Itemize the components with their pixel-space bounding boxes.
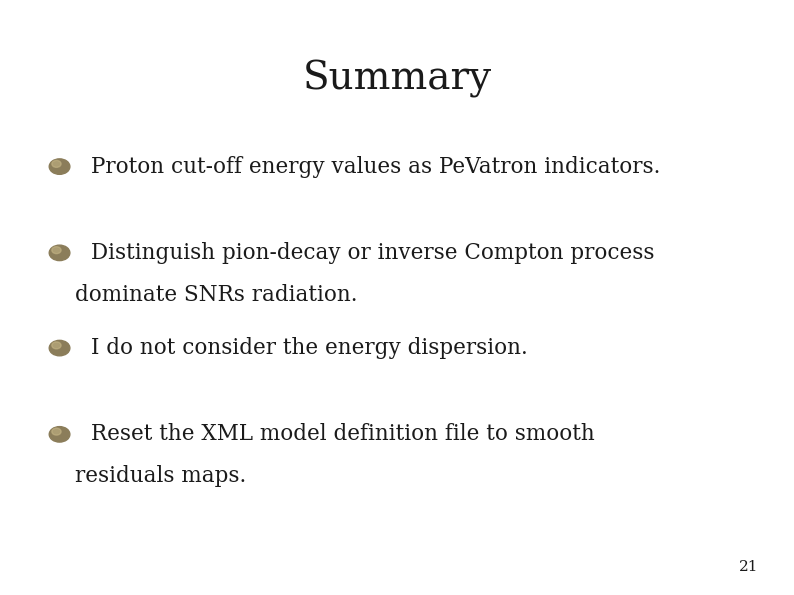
Text: I do not consider the energy dispersion.: I do not consider the energy dispersion.: [91, 337, 528, 359]
Circle shape: [52, 342, 61, 349]
Circle shape: [49, 245, 70, 261]
Text: Summary: Summary: [303, 60, 491, 98]
Text: Reset the XML model definition file to smooth: Reset the XML model definition file to s…: [91, 424, 595, 445]
Circle shape: [52, 428, 61, 435]
Text: residuals maps.: residuals maps.: [75, 465, 247, 487]
Circle shape: [52, 247, 61, 253]
Circle shape: [49, 159, 70, 174]
Text: Distinguish pion-decay or inverse Compton process: Distinguish pion-decay or inverse Compto…: [91, 242, 655, 264]
Circle shape: [49, 340, 70, 356]
Text: 21: 21: [738, 560, 758, 574]
Circle shape: [52, 161, 61, 167]
Circle shape: [49, 427, 70, 442]
Text: dominate SNRs radiation.: dominate SNRs radiation.: [75, 284, 358, 306]
Text: Proton cut-off energy values as PeVatron indicators.: Proton cut-off energy values as PeVatron…: [91, 156, 661, 177]
